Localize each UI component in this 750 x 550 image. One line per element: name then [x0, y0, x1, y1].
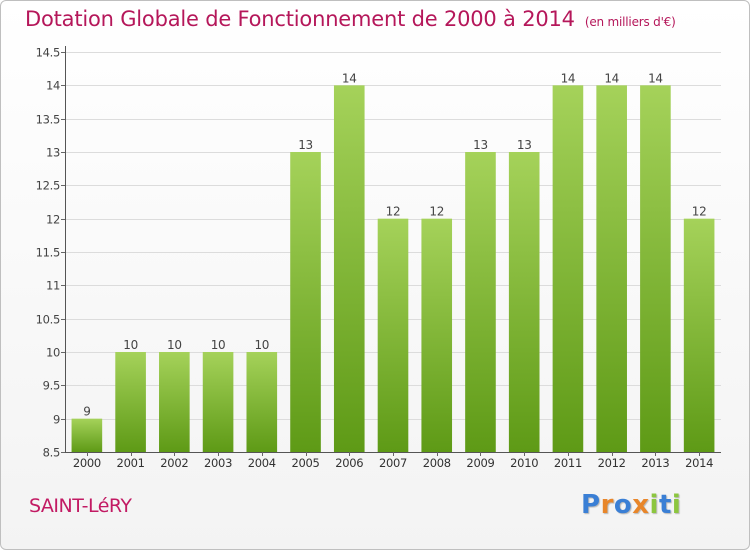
y-tick-label: 9 — [53, 413, 60, 427]
data-label: 12 — [429, 205, 444, 219]
x-tick-label: 2004 — [248, 456, 276, 470]
data-label: 14 — [648, 71, 663, 85]
bar — [596, 85, 627, 452]
logo-letter: t — [658, 490, 672, 520]
bar — [640, 85, 671, 452]
bar — [465, 152, 496, 452]
bar — [421, 218, 453, 452]
bar — [246, 352, 278, 452]
y-tick-label: 11 — [46, 279, 60, 293]
bar — [159, 352, 190, 452]
x-tick-label: 2014 — [685, 456, 713, 470]
y-tick-label: 12 — [46, 213, 60, 227]
logo-letter: i — [649, 490, 659, 520]
bar — [683, 218, 715, 452]
y-tick-label: 9.5 — [43, 379, 60, 393]
labels: 2000 9 2001 10 2002 10 2003 10 2004 10 2005 13 2006 1… — [73, 71, 714, 470]
data-label: 14 — [561, 71, 576, 85]
bar — [290, 152, 321, 452]
data-label: 13 — [298, 138, 313, 152]
x-tick-label: 2011 — [554, 456, 582, 470]
y-tick-label: 10.5 — [36, 313, 60, 327]
chart-title: Dotation Globale de Fonctionnement de 20… — [25, 7, 676, 31]
logo-letter: r — [600, 490, 614, 520]
logo-letter: i — [671, 490, 682, 520]
data-label: 10 — [254, 338, 269, 352]
x-tick-label: 2013 — [641, 456, 669, 470]
x-tick-label: 2002 — [160, 456, 188, 470]
x-tick-label: 2010 — [510, 456, 538, 470]
bars — [71, 85, 715, 452]
x-tick-label: 2012 — [598, 456, 626, 470]
logo-letter: o — [613, 490, 633, 520]
x-tick-label: 2005 — [291, 456, 319, 470]
y-tick-label: 8.5 — [43, 446, 60, 460]
x-tick-label: 2008 — [423, 456, 451, 470]
y-tick-label: 13.5 — [36, 113, 60, 127]
x-tick-label: 2006 — [335, 456, 363, 470]
x-tick-label: 2000 — [73, 456, 101, 470]
y-tick-label: 11.5 — [36, 246, 60, 260]
data-label: 9 — [83, 405, 90, 419]
data-label: 13 — [473, 138, 488, 152]
data-label: 13 — [517, 138, 532, 152]
data-label: 10 — [123, 338, 138, 352]
y-tick-label: 14 — [46, 79, 60, 93]
x-tick-label: 2009 — [466, 456, 494, 470]
title-text: Dotation Globale de Fonctionnement de 20… — [25, 7, 575, 31]
bar — [552, 85, 584, 452]
data-label: 10 — [211, 338, 226, 352]
logo-letter: x — [632, 490, 650, 520]
axes: 8.5 9 9.5 10 10.5 11 11.5 12 12.5 13 13.5 14 14.5 — [36, 46, 721, 460]
data-label: 10 — [167, 338, 182, 352]
x-tick-label: 2001 — [117, 456, 145, 470]
proxiti-logo: Proxiti — [581, 490, 681, 520]
data-label: 14 — [604, 71, 619, 85]
y-tick-label: 14.5 — [36, 46, 60, 60]
bar — [115, 352, 146, 452]
bar — [377, 218, 409, 452]
y-tick-label: 10 — [46, 346, 60, 360]
bar — [508, 152, 540, 452]
data-label: 12 — [386, 205, 401, 219]
unit-label: (en milliers d'€) — [584, 15, 676, 29]
bar — [202, 352, 234, 452]
place-name: SAINT-LéRY — [29, 495, 132, 517]
data-label: 12 — [692, 205, 707, 219]
y-tick-label: 12.5 — [36, 179, 60, 193]
y-tick-label: 13 — [46, 146, 60, 160]
logo-letter: P — [581, 490, 601, 520]
data-label: 14 — [342, 71, 357, 85]
bar — [333, 85, 365, 452]
x-tick-label: 2003 — [204, 456, 232, 470]
x-tick-label: 2007 — [379, 456, 407, 470]
bar — [71, 418, 103, 452]
